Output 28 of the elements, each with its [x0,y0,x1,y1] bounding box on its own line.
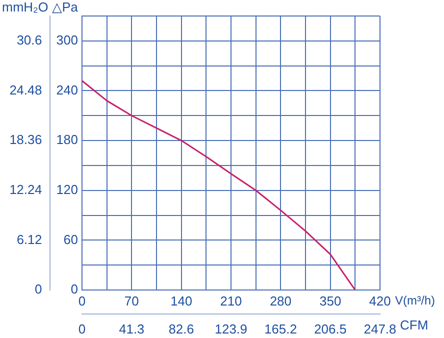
y-tick-label: 0 [70,282,78,297]
x2-tick-label: 206.5 [314,321,347,336]
y2-tick-label: 0 [34,282,42,297]
x2-tick-label: 123.9 [214,321,248,336]
x-tick-label: 280 [270,293,292,308]
x-tick-label: 70 [124,293,139,308]
y-axis-title: △Pa [52,0,79,15]
x2-axis-title: CFM [400,318,428,333]
y-tick-label: 180 [56,132,78,148]
x-tick-label: 140 [170,293,192,308]
x-tick-label: 420 [369,293,391,308]
x2-tick-label: 165.2 [264,321,297,336]
y-tick-label: 120 [56,182,78,197]
y-tick-label: 60 [64,232,78,247]
x2-tick-label: 247.8 [364,321,396,336]
y-tick-label: 240 [56,82,78,98]
y2-tick-label: 18.36 [9,132,42,148]
x-tick-label: 350 [319,293,342,308]
y2-tick-label: 12.24 [9,182,42,197]
y2-axis-title: mmH₂O [2,0,48,15]
y2-tick-label: 6.12 [16,232,42,247]
x2-tick-label: 82.6 [168,321,194,336]
x2-tick-label: 41.3 [119,321,144,336]
y2-tick-label: 24.48 [9,82,42,98]
y2-tick-label: 30.6 [16,32,42,48]
x-axis-title: V(m³/h) [395,293,435,308]
x-tick-label: 210 [220,293,242,308]
y-tick-label: 300 [56,32,78,48]
